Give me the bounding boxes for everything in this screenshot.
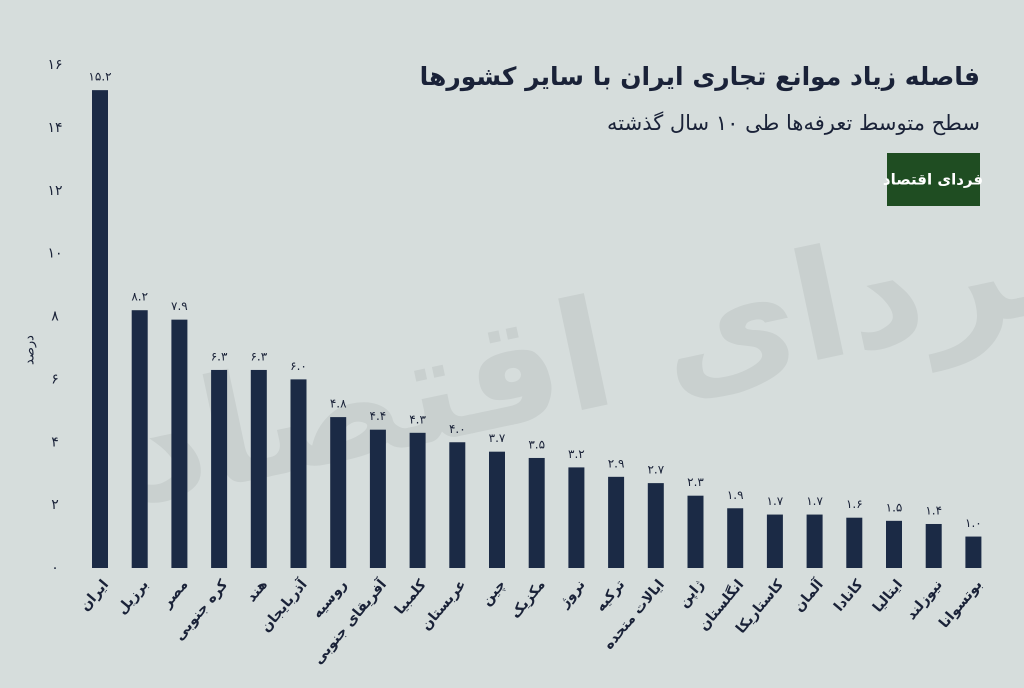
x-tick-label: مکزیک [508, 577, 549, 622]
bar [608, 476, 625, 568]
value-label: ۱.۴ [925, 503, 942, 517]
y-axis-label: درصد [23, 335, 38, 365]
x-tick-label: کانادا [831, 576, 867, 614]
value-label: ۳.۵ [528, 437, 545, 451]
y-tick-label: ۸ [51, 309, 59, 325]
bar [369, 429, 386, 568]
bar [925, 523, 942, 568]
x-tick-label: ایتالیا [870, 577, 906, 616]
value-label: ۳.۷ [489, 431, 506, 445]
value-label: ۶.۳ [250, 349, 267, 363]
bar [647, 483, 664, 568]
bar [290, 379, 307, 568]
x-tick-label: ایران [77, 577, 112, 614]
value-label: ۱.۷ [767, 494, 784, 508]
x-tick-label: هند [244, 577, 271, 605]
bar [528, 457, 545, 568]
value-label: ۱.۷ [806, 494, 823, 508]
chart-title: فاصله زیاد موانع تجاری ایران با سایر کشو… [420, 62, 980, 92]
value-label: ۲.۳ [687, 475, 704, 489]
bar [806, 514, 823, 568]
chart-subtitle: سطح متوسط تعرفه‌ها طی ۱۰ سال گذشته [607, 111, 980, 135]
x-tick-label: کلمبیا [392, 576, 430, 618]
logo: فردای اقتصاد [883, 171, 983, 189]
bar [330, 417, 347, 568]
x-tick-label: روسیه [309, 577, 350, 622]
watermark: فردای اقتصاد [110, 161, 1024, 540]
value-label: ۱.۹ [727, 488, 744, 502]
y-tick-label: ۰ [51, 560, 59, 576]
x-tick-label: بوتسوانا [936, 577, 985, 631]
value-label: ۴.۴ [370, 409, 387, 423]
bar [171, 319, 188, 568]
x-tick-label: چین [479, 577, 510, 609]
x-tick-label: ژاپن [676, 577, 708, 611]
logo-box [887, 153, 980, 206]
y-tick-label: ۱۴ [47, 120, 62, 136]
y-tick-label: ۱۰ [47, 246, 62, 262]
bar [766, 514, 783, 568]
bar [489, 451, 505, 568]
bar [250, 369, 267, 568]
x-tick-label: برزیل [114, 577, 152, 618]
value-label: ۸.۲ [131, 290, 148, 304]
bar [687, 495, 704, 568]
value-label: ۷.۹ [171, 299, 188, 313]
bar [409, 432, 426, 568]
value-label: ۶.۳ [211, 349, 228, 363]
y-tick-label: ۴ [51, 434, 59, 450]
value-label: ۱۵.۲ [88, 70, 111, 84]
bar [568, 467, 585, 568]
x-tick-label: آلمان [789, 575, 827, 616]
value-label: ۲.۷ [647, 463, 664, 477]
x-tick-label: مصر [159, 577, 192, 612]
value-label: ۱.۵ [886, 500, 903, 514]
bar [727, 508, 744, 568]
bar [211, 369, 228, 568]
bar [92, 90, 108, 569]
bar [449, 442, 466, 568]
value-label: ۴.۳ [409, 412, 426, 426]
y-tick-label: ۲ [51, 497, 59, 513]
value-label: ۴.۰ [449, 422, 466, 436]
bar [131, 310, 148, 568]
value-label: ۶.۰ [290, 359, 307, 373]
x-tick-label: نروژ [556, 577, 589, 612]
y-tick-label: ۱۶ [47, 57, 62, 73]
y-tick-label: ۱۲ [47, 183, 62, 199]
x-tick-label: ترکیه [593, 577, 629, 615]
value-label: ۱.۶ [846, 497, 863, 511]
y-tick-label: ۶ [51, 371, 59, 387]
bar [886, 520, 902, 568]
value-label: ۴.۸ [330, 397, 347, 411]
bar [965, 536, 982, 568]
value-label: ۲.۹ [608, 456, 625, 470]
value-label: ۱.۰ [965, 516, 982, 530]
value-label: ۳.۲ [568, 447, 585, 461]
bar [846, 517, 863, 568]
